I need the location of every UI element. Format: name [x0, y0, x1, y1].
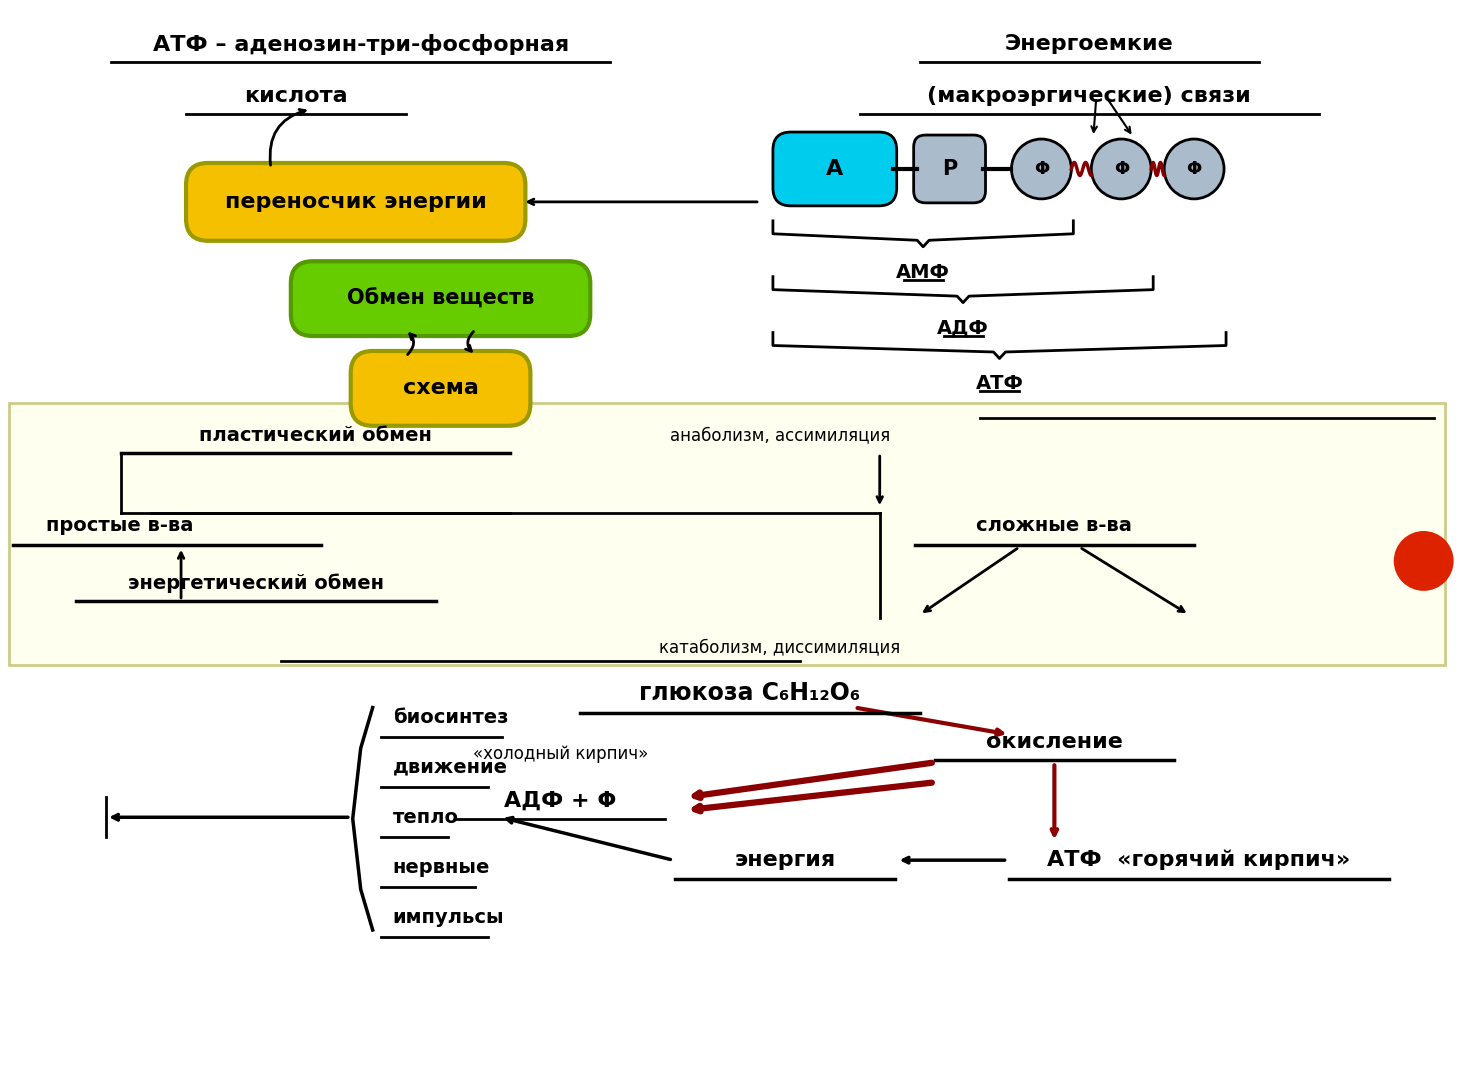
FancyBboxPatch shape	[9, 403, 1444, 664]
Text: АДФ + Φ: АДФ + Φ	[505, 791, 616, 810]
Text: анаболизм, ассимиляция: анаболизм, ассимиляция	[670, 426, 891, 444]
Text: Φ: Φ	[1113, 160, 1129, 178]
FancyBboxPatch shape	[186, 163, 525, 240]
FancyBboxPatch shape	[351, 351, 531, 426]
Text: Обмен веществ: Обмен веществ	[347, 289, 534, 309]
Text: катаболизм, диссимиляция: катаболизм, диссимиляция	[660, 638, 901, 657]
Text: Φ: Φ	[1186, 160, 1201, 178]
Circle shape	[1011, 139, 1071, 199]
Text: энергия: энергия	[734, 850, 835, 870]
Text: «холодный кирпич»: «холодный кирпич»	[473, 746, 648, 763]
Text: тепло: тепло	[392, 808, 458, 827]
Text: Энергоемкие: Энергоемкие	[1005, 34, 1173, 55]
FancyBboxPatch shape	[914, 135, 986, 203]
Text: энергетический обмен: энергетический обмен	[127, 573, 383, 592]
FancyBboxPatch shape	[772, 132, 897, 206]
Text: А: А	[827, 159, 844, 179]
Text: АТФ  «горячий кирпич»: АТФ «горячий кирпич»	[1048, 850, 1350, 870]
Text: АМФ: АМФ	[897, 263, 949, 282]
Circle shape	[1165, 139, 1225, 199]
Text: сложные в-ва: сложные в-ва	[976, 515, 1132, 534]
Text: Р: Р	[942, 159, 957, 179]
FancyBboxPatch shape	[291, 261, 590, 336]
Text: глюкоза C₆H₁₂O₆: глюкоза C₆H₁₂O₆	[639, 680, 860, 705]
Text: АДФ: АДФ	[938, 319, 989, 338]
Circle shape	[1091, 139, 1151, 199]
Text: (макроэргические) связи: (макроэргические) связи	[928, 86, 1251, 106]
Text: импульсы: импульсы	[392, 908, 505, 926]
Text: схема: схема	[402, 379, 478, 398]
Text: нервные: нервные	[392, 857, 490, 877]
Text: окисление: окисление	[986, 733, 1122, 752]
Text: движение: движение	[392, 758, 508, 777]
Text: кислота: кислота	[244, 86, 348, 106]
Circle shape	[1394, 531, 1454, 591]
Text: АТФ – аденозин-три-фосфорная: АТФ – аденозин-три-фосфорная	[152, 33, 569, 55]
Text: Φ: Φ	[1034, 160, 1049, 178]
Text: пластический обмен: пластический обмен	[199, 426, 432, 445]
Text: переносчик энергии: переносчик энергии	[225, 192, 487, 211]
Text: простые в-ва: простые в-ва	[47, 515, 193, 534]
Text: АТФ: АТФ	[976, 374, 1024, 394]
Text: биосинтез: биосинтез	[392, 708, 508, 727]
